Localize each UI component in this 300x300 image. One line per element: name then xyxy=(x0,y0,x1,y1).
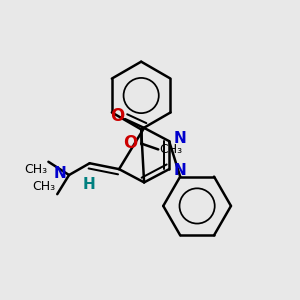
Text: CH₃: CH₃ xyxy=(33,180,56,193)
Text: CH₃: CH₃ xyxy=(160,143,183,156)
Text: N: N xyxy=(54,166,67,181)
Text: H: H xyxy=(83,177,95,192)
Text: CH₃: CH₃ xyxy=(24,163,47,176)
Text: O: O xyxy=(110,107,125,125)
Text: O: O xyxy=(123,134,138,152)
Text: N: N xyxy=(173,163,186,178)
Text: N: N xyxy=(173,131,186,146)
